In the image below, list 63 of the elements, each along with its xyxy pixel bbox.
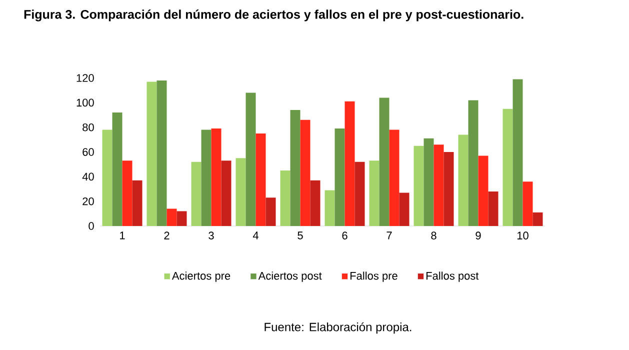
bar [176, 211, 187, 226]
bar [280, 170, 290, 226]
bar [290, 110, 300, 226]
bar [236, 158, 246, 226]
bar [166, 208, 177, 226]
legend-label: Aciertos pre [172, 272, 230, 282]
x-tick-label: 10 [517, 232, 528, 240]
bar [122, 160, 132, 226]
x-tick-label: 8 [431, 232, 436, 240]
legend-label: Fallos post [426, 272, 479, 282]
bar [389, 130, 400, 226]
legend-label: Aciertos post [258, 272, 322, 282]
chart-title: Figura 3. Comparación del número de aciertos y fallos en el pre y post-cuestionario. [24, 10, 524, 22]
bar [211, 128, 222, 226]
y-tick-label: 100 [76, 98, 94, 107]
bar [256, 133, 266, 226]
bar [266, 198, 276, 226]
bar [112, 112, 122, 226]
bar [512, 79, 523, 226]
bar [156, 80, 167, 226]
legend-label: Fallos pre [350, 272, 398, 282]
bar [344, 101, 355, 226]
bar [369, 160, 380, 226]
y-tick-label: 80 [82, 123, 94, 132]
bar [399, 192, 410, 226]
bar [354, 162, 365, 226]
bar [444, 152, 454, 226]
x-tick-label: 9 [476, 232, 481, 240]
y-tick-label: 0 [88, 222, 94, 230]
bar [424, 138, 434, 226]
bar [132, 180, 142, 226]
bar [221, 160, 232, 226]
x-tick-label: 1 [120, 232, 125, 240]
bar [334, 128, 345, 226]
y-tick-label: 40 [82, 172, 94, 181]
x-tick-label: 3 [208, 232, 214, 240]
bar [458, 134, 468, 226]
bar [191, 162, 202, 226]
bar [502, 108, 513, 226]
y-tick-label: 60 [82, 148, 94, 156]
y-tick-label: 20 [82, 197, 94, 206]
x-tick-label: 5 [298, 232, 303, 240]
x-tick-label: 6 [342, 232, 348, 240]
bar [379, 98, 390, 226]
bar [414, 146, 424, 226]
bar [310, 180, 320, 226]
x-tick-label: 4 [252, 232, 258, 240]
bar [146, 82, 157, 226]
bar [246, 92, 256, 226]
bar [434, 144, 444, 226]
bar [300, 120, 310, 226]
x-tick-label: 2 [164, 232, 170, 240]
bar [488, 191, 498, 226]
bar [532, 212, 543, 226]
source-note: Fuente: Elaboración propia. [264, 322, 412, 334]
y-tick-label: 120 [76, 74, 94, 82]
bar [102, 130, 112, 226]
bar [522, 182, 533, 226]
x-tick-label: 7 [386, 232, 392, 240]
bar [324, 190, 335, 226]
bar [201, 130, 212, 226]
bar [468, 100, 478, 226]
bar [478, 156, 488, 226]
